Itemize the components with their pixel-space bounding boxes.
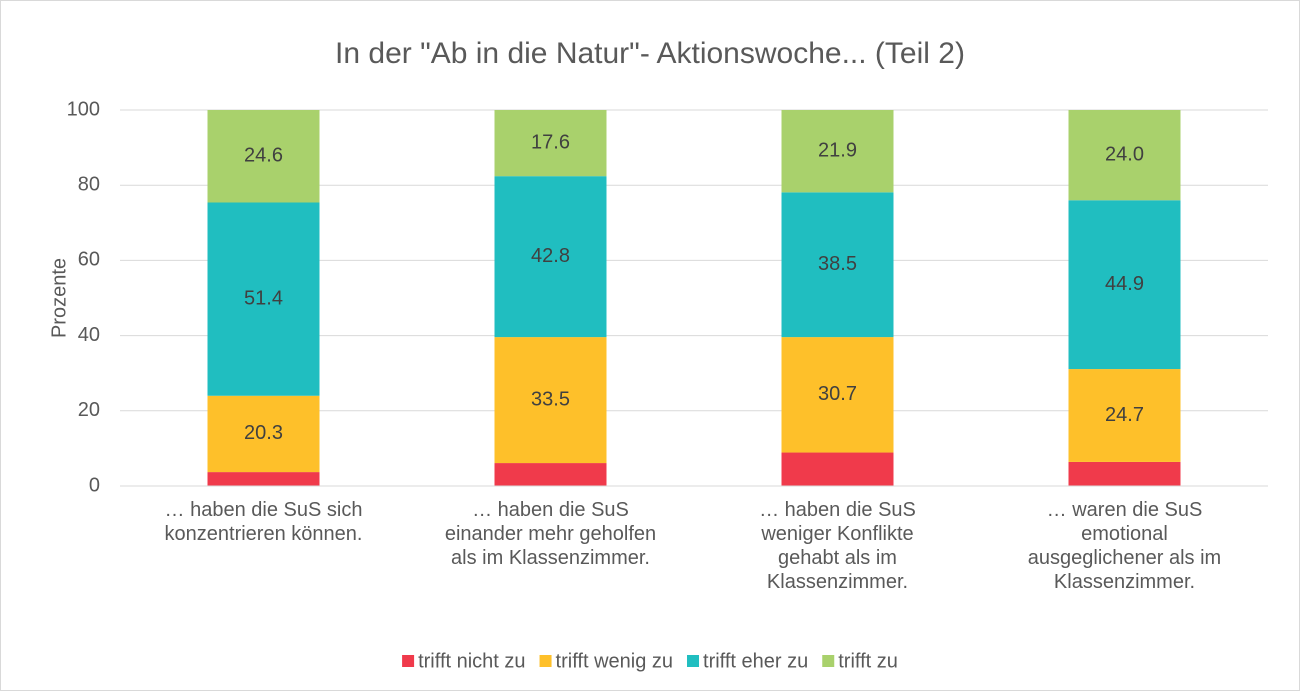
legend-swatch (402, 655, 415, 667)
legend: trifft nicht zu trifft wenig zu trifft ehe… (402, 650, 898, 672)
bar-segment (207, 395, 320, 473)
y-tick-label: 80 (78, 173, 100, 195)
data-label: 21.9 (818, 139, 857, 161)
data-label: 24.0 (1105, 143, 1144, 165)
y-tick-label: 20 (78, 399, 100, 421)
x-tick-label: … haben die SuS sich konzentrieren könne… (164, 499, 363, 545)
legend-swatch (539, 655, 552, 667)
data-label: 42.8 (531, 245, 570, 267)
bar-segment (207, 110, 320, 203)
bar-segment (781, 192, 894, 338)
legend-swatch (687, 655, 700, 667)
data-label: 33.5 (531, 388, 570, 410)
bar-segment (1068, 110, 1181, 201)
x-tick-label-box: … haben die SuS sich konzentrieren könne… (164, 499, 363, 545)
data-label: 44.9 (1105, 273, 1144, 295)
y-tick-label: 0 (89, 474, 100, 496)
bar-segment (781, 452, 894, 486)
chart-title: In der "Ab in die Natur"- Aktionswoche..… (335, 37, 965, 70)
data-label: 17.6 (531, 131, 570, 153)
bar-segment (207, 472, 320, 486)
bar-segment (1068, 461, 1181, 486)
legend-swatch (822, 655, 835, 667)
bar-segment (1068, 200, 1181, 370)
bar-segment (494, 337, 607, 464)
data-label: 24.6 (244, 145, 283, 167)
y-axis-label: Prozente (48, 258, 70, 338)
x-tick-label-box: … haben die SuS weniger Konflikte gehabt… (759, 499, 916, 593)
x-tick-label-box: … waren die SuS emotional ausgeglichener… (1027, 499, 1222, 593)
legend-label: trifft nicht zu (418, 650, 525, 672)
x-tick-label: … haben die SuS einander mehr geholfen a… (444, 499, 657, 569)
bar-segment (781, 337, 894, 453)
legend-label: trifft zu (838, 650, 898, 672)
bar-segment (494, 463, 607, 486)
bar-segment (207, 202, 320, 396)
x-tick-label: … waren die SuS emotional ausgeglichener… (1027, 499, 1222, 593)
data-label: 38.5 (818, 253, 857, 275)
legend-label: trifft eher zu (703, 650, 808, 672)
x-tick-label: … haben die SuS weniger Konflikte gehabt… (759, 499, 916, 593)
y-tick-label: 40 (78, 324, 100, 346)
x-tick-label-box: … haben die SuS einander mehr geholfen a… (444, 499, 657, 569)
y-tick-label: 100 (67, 98, 100, 120)
data-label: 51.4 (244, 287, 283, 309)
y-tick-label: 60 (78, 249, 100, 271)
legend-label: trifft wenig zu (556, 650, 673, 672)
bar-segment (494, 110, 607, 177)
bar-segment (1068, 369, 1181, 462)
bar-segment (494, 176, 607, 338)
data-label: 20.3 (244, 422, 283, 444)
data-label: 24.7 (1105, 404, 1144, 426)
data-label: 30.7 (818, 383, 857, 405)
bar-segment (781, 110, 894, 193)
